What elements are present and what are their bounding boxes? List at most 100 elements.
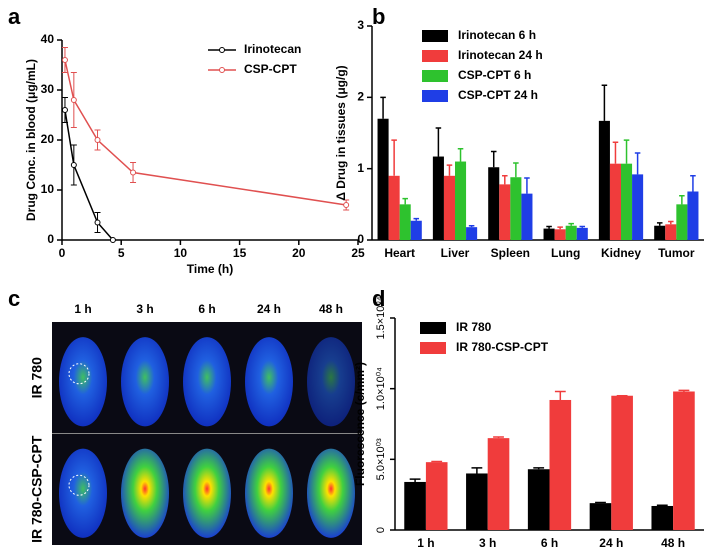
error-bar xyxy=(502,175,508,185)
data-point xyxy=(94,137,101,143)
bar xyxy=(632,174,644,240)
y-tick-label: 1.0×10⁰⁴ xyxy=(375,367,387,410)
legend-swatch xyxy=(420,342,446,354)
x-tick-label: 24 h xyxy=(599,536,623,550)
bar xyxy=(425,462,448,530)
legend-swatch xyxy=(422,50,448,62)
bar xyxy=(621,163,633,240)
error-bar xyxy=(656,504,668,507)
data-point xyxy=(130,169,137,176)
roi-circle xyxy=(68,363,90,385)
error-bar xyxy=(471,467,483,474)
legend-swatch xyxy=(420,322,446,334)
bar xyxy=(611,395,633,530)
x-axis-label: Time (h) xyxy=(187,262,233,276)
data-point xyxy=(343,202,350,208)
data-point xyxy=(70,97,77,103)
mouse-body xyxy=(307,448,355,538)
bar xyxy=(687,191,699,240)
y-tick-label: 2 xyxy=(357,90,364,104)
error-bar xyxy=(634,152,641,175)
mouse-body xyxy=(121,448,169,538)
panel-label: d xyxy=(372,286,385,311)
error-bar xyxy=(579,225,586,228)
bar xyxy=(466,473,488,530)
y-tick-label: 30 xyxy=(41,82,55,96)
bar xyxy=(609,163,621,240)
x-tick-label: 6 h xyxy=(541,536,558,550)
error-bar xyxy=(493,436,504,439)
x-tick-label: Kidney xyxy=(601,246,641,260)
mouse-body xyxy=(121,337,169,427)
bar xyxy=(443,175,455,240)
error-bar xyxy=(533,467,545,470)
x-tick-label: 1 h xyxy=(417,536,434,550)
error-bar xyxy=(678,389,690,392)
bar xyxy=(589,503,612,530)
bar xyxy=(488,167,500,240)
panel-label: a xyxy=(8,4,21,29)
mouse-body xyxy=(245,337,293,427)
bar xyxy=(521,193,533,240)
x-tick-label: 20 xyxy=(292,246,306,260)
bar xyxy=(576,227,588,240)
legend-label: CSP-CPT xyxy=(244,62,297,76)
x-tick-label: Liver xyxy=(441,246,470,260)
x-tick-label: Tumor xyxy=(658,246,695,260)
error-bar xyxy=(679,195,685,205)
x-tick-label: 15 xyxy=(233,246,247,260)
bar xyxy=(487,438,510,530)
x-tick-label: 25 xyxy=(351,246,365,260)
bar xyxy=(527,469,550,530)
bar xyxy=(410,220,422,240)
bar xyxy=(399,204,411,240)
mouse-body xyxy=(59,337,107,427)
data-point xyxy=(61,107,68,113)
legend-label: Irinotecan 6 h xyxy=(458,28,536,42)
x-tick-label: 0 xyxy=(59,246,66,260)
error-bar xyxy=(554,390,566,400)
bar xyxy=(673,391,695,530)
legend-label: IR 780 xyxy=(456,320,492,334)
legend-label: CSP-CPT 6 h xyxy=(458,68,531,82)
y-tick-label: 5.0×10⁰³ xyxy=(375,438,387,480)
y-tick-label: 0 xyxy=(47,232,54,246)
bar xyxy=(549,399,572,530)
row-label: IR 780-CSP-CPT xyxy=(29,435,45,543)
bar xyxy=(499,184,511,240)
error-bar xyxy=(468,224,475,228)
x-tick-label: 3 h xyxy=(479,536,496,550)
y-tick-label: 10 xyxy=(41,182,55,196)
x-tick-label: Heart xyxy=(384,246,415,260)
error-bar xyxy=(524,177,530,194)
y-axis-label: Δ Drug in tissues (μg/g) xyxy=(334,65,348,200)
error-bar xyxy=(431,460,443,463)
y-tick-label: 1.5×10⁰⁴ xyxy=(375,296,387,339)
mouse-body xyxy=(245,448,293,538)
mouse-body xyxy=(183,448,231,538)
error-bar xyxy=(391,139,397,176)
error-bar xyxy=(656,222,663,226)
column-label: 1 h xyxy=(74,302,91,316)
y-tick-label: 40 xyxy=(41,32,55,46)
error-bar xyxy=(457,147,464,162)
error-bar xyxy=(409,478,421,482)
error-bar xyxy=(490,150,497,168)
bar xyxy=(665,224,677,240)
bar xyxy=(455,161,467,240)
legend-label: CSP-CPT 24 h xyxy=(458,88,538,102)
error-bar xyxy=(557,226,563,230)
bar xyxy=(654,225,666,240)
data-point xyxy=(94,219,101,226)
legend-swatch xyxy=(422,90,448,102)
roi-circle xyxy=(68,474,90,496)
y-tick-label: 20 xyxy=(41,132,55,146)
bar xyxy=(510,177,522,240)
error-bar xyxy=(612,141,619,164)
bar xyxy=(565,225,577,240)
x-tick-label: Lung xyxy=(551,246,580,260)
x-tick-label: 48 h xyxy=(661,536,685,550)
error-bar xyxy=(402,197,408,205)
bar xyxy=(432,156,444,240)
